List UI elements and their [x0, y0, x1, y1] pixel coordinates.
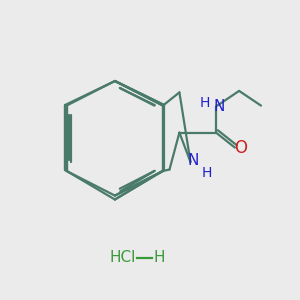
Text: HCl: HCl	[110, 250, 136, 266]
Text: N: N	[214, 99, 225, 114]
Text: O: O	[234, 139, 248, 157]
Text: H: H	[200, 96, 210, 110]
Text: H: H	[201, 167, 212, 180]
Text: N: N	[188, 153, 199, 168]
Text: H: H	[153, 250, 165, 266]
